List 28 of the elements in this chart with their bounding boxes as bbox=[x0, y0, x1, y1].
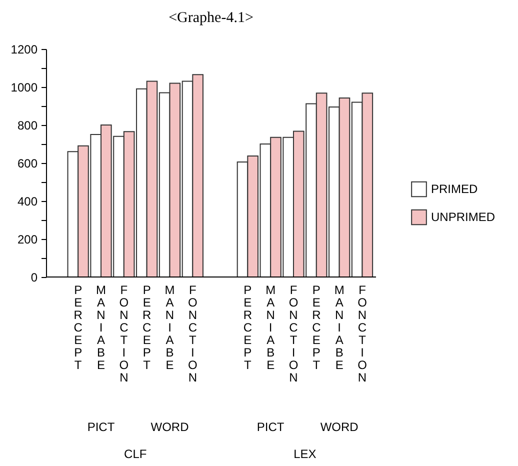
x-tick-label: PERCEPT bbox=[312, 283, 322, 372]
x-tick-label: PERCEPT bbox=[74, 283, 83, 372]
y-tick-label: 800 bbox=[17, 118, 38, 132]
x-tick-label: MANIABE bbox=[96, 283, 106, 372]
x-tick-label: PERCEPT bbox=[243, 283, 252, 372]
x-tick-label: FONCTION bbox=[358, 283, 367, 384]
text: PICT bbox=[256, 420, 285, 434]
chart-title: <Graphe-4.1> bbox=[168, 10, 254, 26]
y-tick-label: 0 bbox=[30, 270, 38, 284]
text: LEX bbox=[294, 447, 316, 461]
text: CLF bbox=[124, 447, 147, 461]
y-tick-label: 600 bbox=[17, 156, 38, 170]
x-tick-label: MANIABE bbox=[334, 283, 344, 372]
x-tick-label: FONCTION bbox=[119, 283, 129, 384]
x-tick-label: MANIABE bbox=[266, 283, 276, 372]
legend-label: UNPRIMED bbox=[431, 210, 496, 224]
text: PICT bbox=[87, 420, 116, 434]
x-tick-label: FONCTION bbox=[188, 283, 198, 384]
y-tick-label: 1200 bbox=[10, 42, 38, 56]
text: WORD bbox=[320, 420, 359, 434]
y-tick-label: 200 bbox=[17, 232, 38, 246]
y-tick-label: 1000 bbox=[10, 80, 38, 94]
legend-label: PRIMED bbox=[431, 182, 478, 196]
x-tick-label: MANIABE bbox=[164, 283, 175, 372]
text: WORD bbox=[150, 420, 190, 434]
x-tick-label: PERCEPT bbox=[142, 283, 152, 372]
y-tick-label: 400 bbox=[17, 194, 38, 208]
x-tick-label: FONCTION bbox=[288, 283, 298, 384]
